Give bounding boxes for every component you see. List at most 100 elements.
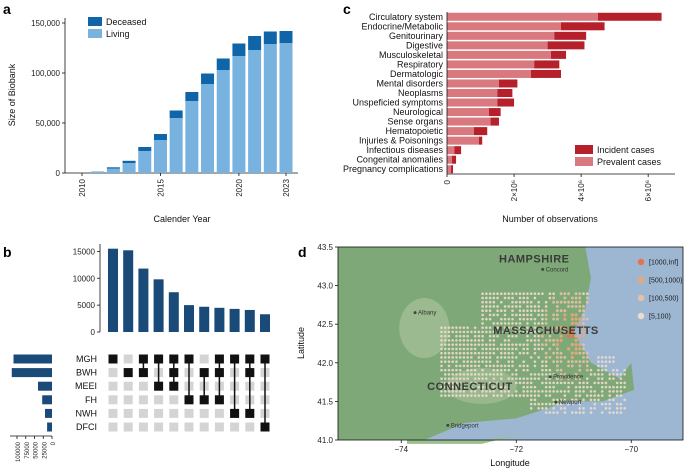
- density-point: [571, 411, 574, 414]
- matrix-cell-on: [245, 354, 255, 364]
- density-point: [455, 347, 458, 351]
- density-point: [571, 402, 574, 406]
- density-point: [473, 330, 477, 334]
- density-point: [462, 381, 466, 385]
- matrix-cell-off: [169, 395, 179, 405]
- matrix-cell-off: [154, 422, 164, 432]
- density-point: [481, 394, 484, 397]
- density-point: [582, 322, 585, 325]
- category-label: Pregnancy complications: [343, 164, 444, 174]
- density-point: [477, 394, 481, 397]
- density-point: [507, 326, 511, 329]
- density-point: [503, 296, 507, 300]
- set-label-mgh: MGH: [76, 354, 97, 364]
- density-point: [522, 351, 526, 355]
- density-point: [514, 394, 518, 397]
- density-point: [507, 330, 511, 334]
- density-point: [581, 330, 586, 334]
- density-point: [555, 309, 559, 313]
- density-point: [570, 305, 574, 308]
- density-point: [600, 385, 604, 389]
- density-point: [615, 385, 619, 389]
- density-point: [511, 322, 514, 325]
- density-point: [533, 305, 537, 308]
- density-point: [555, 313, 559, 317]
- density-point: [443, 377, 447, 380]
- density-point: [492, 300, 496, 304]
- density-point: [522, 309, 526, 312]
- y-tick-label: 100,000: [31, 69, 60, 78]
- density-point: [458, 343, 462, 346]
- density-point: [552, 326, 556, 330]
- density-point: [511, 326, 514, 329]
- map-legend-dot: [637, 276, 645, 284]
- density-point: [574, 317, 578, 321]
- density-point: [500, 377, 503, 380]
- density-point: [555, 300, 559, 304]
- density-point: [544, 309, 548, 313]
- density-point: [507, 296, 511, 300]
- density-point: [473, 390, 477, 393]
- density-point: [537, 322, 540, 325]
- bar-prevalent-2: [447, 31, 555, 40]
- density-point: [485, 377, 488, 380]
- density-point: [447, 373, 451, 376]
- upset-y-tick-label: 10000: [73, 274, 96, 283]
- density-point: [492, 381, 496, 385]
- bar-living-2018: [201, 84, 215, 173]
- density-point: [503, 292, 507, 296]
- density-point: [514, 373, 518, 376]
- legend-label-living: Living: [106, 29, 130, 39]
- density-point: [552, 343, 556, 347]
- density-point: [458, 377, 462, 380]
- bar-living-2013: [122, 163, 136, 173]
- upset-bar-5: [184, 305, 194, 332]
- set-size-tick-label: 0: [51, 441, 57, 445]
- y-tick-label: 150,000: [31, 19, 60, 28]
- density-point: [440, 394, 443, 397]
- density-point: [555, 343, 559, 347]
- category-label: Digestive: [406, 40, 443, 50]
- density-point: [477, 330, 481, 334]
- density-point: [518, 326, 522, 329]
- x-tick-label: 6×10⁶: [644, 180, 653, 201]
- density-point: [541, 373, 544, 376]
- density-point: [619, 385, 623, 389]
- density-point: [485, 347, 488, 351]
- panel-letter-c: c: [343, 1, 351, 17]
- density-point: [466, 330, 469, 334]
- density-point: [455, 373, 458, 376]
- x-tick-label: 2023: [282, 178, 291, 196]
- density-point: [485, 351, 488, 355]
- density-point: [563, 326, 567, 330]
- density-point: [529, 300, 533, 304]
- density-point: [485, 385, 488, 389]
- density-point: [533, 296, 537, 300]
- density-point: [518, 313, 522, 317]
- density-point: [473, 381, 477, 385]
- density-point: [533, 360, 537, 363]
- matrix-cell-on: [138, 354, 148, 364]
- density-point: [582, 309, 585, 313]
- density-point: [574, 377, 578, 381]
- city-marker: [541, 267, 545, 271]
- density-point: [488, 351, 492, 355]
- category-label: Injuries & Poisonings: [359, 136, 444, 146]
- density-point: [443, 381, 447, 385]
- bar-deceased-2022: [263, 31, 277, 44]
- density-point: [511, 377, 514, 380]
- upset-bar-4: [168, 292, 179, 332]
- matrix-cell-off: [199, 408, 209, 418]
- density-point: [518, 330, 522, 334]
- density-point: [552, 373, 555, 376]
- density-point: [440, 339, 443, 342]
- category-label: Neurological: [393, 107, 443, 117]
- bar-deceased-2014: [138, 147, 152, 151]
- matrix-cell-on: [199, 395, 209, 405]
- density-point: [593, 390, 597, 393]
- density-point: [488, 330, 492, 334]
- density-point: [500, 322, 503, 325]
- density-point: [529, 398, 533, 402]
- density-point: [570, 321, 574, 326]
- density-point: [455, 364, 458, 368]
